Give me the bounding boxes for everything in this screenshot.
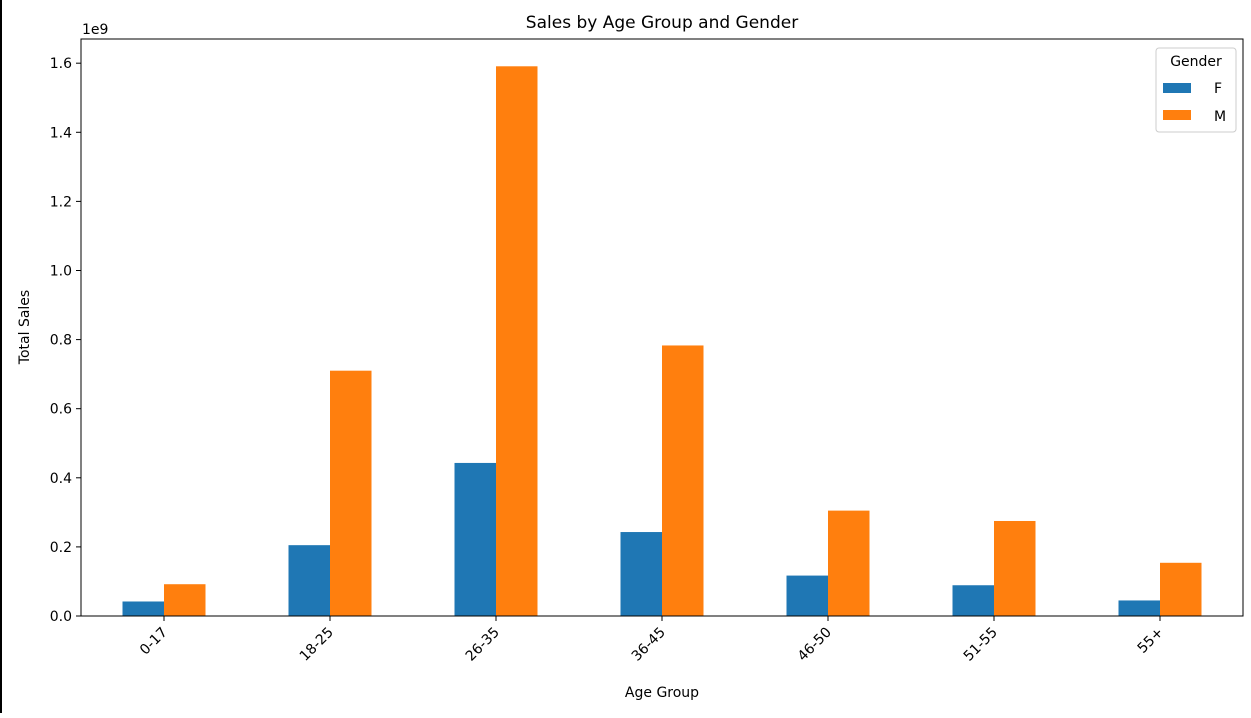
x-ticks: 0-17 18-25 26-35 36-45 46-50 51-55 55+ xyxy=(137,616,1167,665)
bar-m-18-25 xyxy=(330,370,372,616)
chart-title: Sales by Age Group and Gender xyxy=(526,13,798,33)
y-axis-label: Total Sales xyxy=(17,290,33,365)
y-tick-label: 1.6 xyxy=(50,56,72,72)
bar-f-55+ xyxy=(1118,600,1160,616)
legend-label-f: F xyxy=(1214,81,1222,97)
bar-f-18-25 xyxy=(288,545,330,616)
bar-f-51-55 xyxy=(952,585,994,616)
bar-f-26-35 xyxy=(454,462,496,616)
x-tick-label-51-55: 51-55 xyxy=(961,625,1001,665)
x-tick-label-0-17: 0-17 xyxy=(137,625,171,659)
bar-m-0-17 xyxy=(164,584,206,616)
y-tick-label: 1.2 xyxy=(50,194,72,210)
bar-f-46-50 xyxy=(786,575,828,616)
legend-label-m: M xyxy=(1214,109,1226,125)
y-tick-label: 0.0 xyxy=(50,609,72,625)
bars-layer xyxy=(122,66,1202,616)
x-axis-label: Age Group xyxy=(625,685,699,701)
bar-m-51-55 xyxy=(994,520,1036,616)
bar-m-55+ xyxy=(1160,562,1202,616)
y-tick-label: 1.4 xyxy=(50,125,72,141)
x-tick-label-46-50: 46-50 xyxy=(795,625,835,665)
legend-swatch-m xyxy=(1163,110,1191,120)
legend: Gender F M xyxy=(1155,47,1237,133)
x-tick-label-26-35: 26-35 xyxy=(463,625,503,665)
y-tick-label: 0.6 xyxy=(50,402,72,418)
plot-area-border xyxy=(80,38,1244,617)
legend-swatch-f xyxy=(1163,83,1191,93)
y-tick-label: 1.0 xyxy=(50,263,72,279)
x-tick-label-55+: 55+ xyxy=(1135,625,1167,657)
bar-m-46-50 xyxy=(828,510,870,616)
x-tick-label-36-45: 36-45 xyxy=(629,625,669,665)
bar-f-0-17 xyxy=(122,601,164,616)
bar-m-36-45 xyxy=(662,345,704,616)
bar-f-36-45 xyxy=(620,532,662,616)
y-axis-multiplier: 1e9 xyxy=(82,22,108,38)
y-ticks: 0.0 0.2 0.4 0.6 0.8 1.0 1.2 1.4 1.6 xyxy=(50,56,81,625)
legend-title: Gender xyxy=(1170,54,1222,70)
x-tick-label-18-25: 18-25 xyxy=(297,625,337,665)
y-tick-label: 0.4 xyxy=(50,471,72,487)
y-tick-label: 0.2 xyxy=(50,540,72,556)
y-tick-label: 0.8 xyxy=(50,333,72,349)
bar-m-26-35 xyxy=(496,66,538,616)
